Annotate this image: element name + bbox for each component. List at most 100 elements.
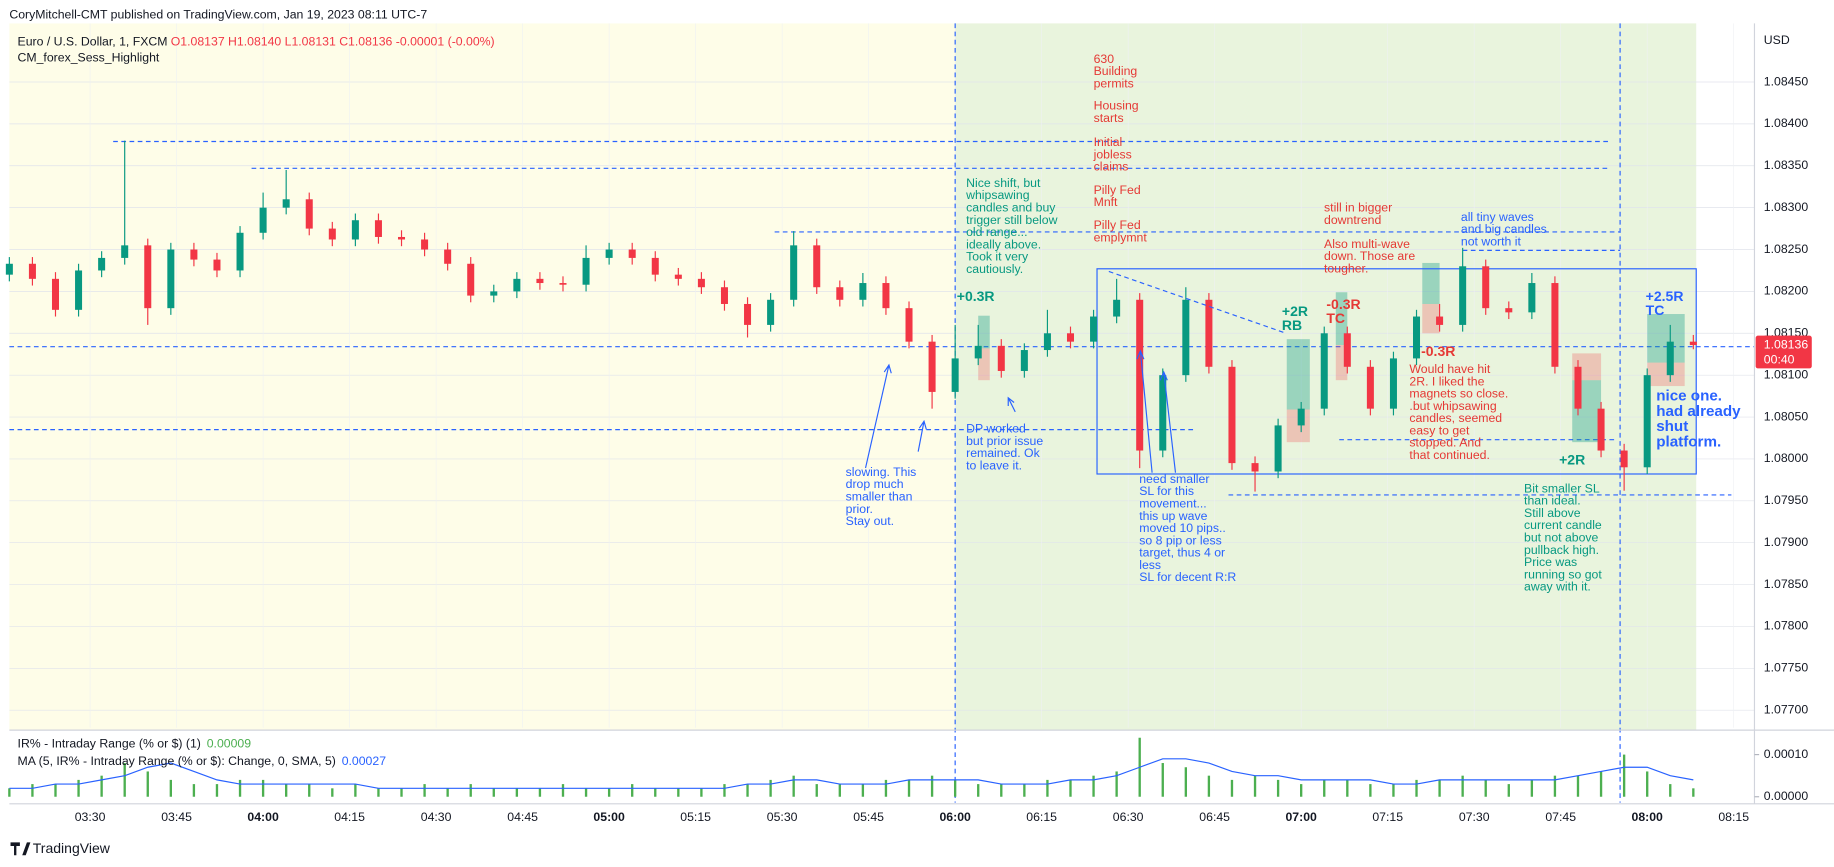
annotation: magnets so close. xyxy=(1409,387,1508,401)
annotation: away with it. xyxy=(1524,580,1591,594)
position-target xyxy=(1286,339,1310,410)
annotation: 2R. I liked the xyxy=(1409,374,1484,388)
ohlc: O1.08137 H1.08140 L1.08131 C1.08136 -0.0… xyxy=(171,34,495,48)
annotation: stopped. And xyxy=(1409,436,1481,450)
annotation: remained. Ok xyxy=(966,446,1040,460)
trend-line xyxy=(1108,270,1287,335)
candle-body xyxy=(1066,333,1075,342)
annotation: tougher. xyxy=(1324,261,1368,275)
annotation: but prior issue xyxy=(966,434,1043,448)
annotation: +0.3R xyxy=(957,288,995,304)
annotation: +2R xyxy=(1559,452,1585,468)
candle-body xyxy=(859,283,867,300)
annotation: TC xyxy=(1326,310,1345,326)
annotation: so 8 pip or less xyxy=(1139,533,1221,547)
candle-body xyxy=(305,199,313,229)
y-tick-label: 1.08400 xyxy=(1764,116,1809,130)
annotation: nice one. xyxy=(1656,388,1722,405)
candle-body xyxy=(351,220,359,240)
annotation: Took it very xyxy=(966,250,1029,264)
candle-body xyxy=(951,358,959,392)
candle-body xyxy=(1666,341,1674,376)
annotation: .but whipsawing xyxy=(1409,399,1496,413)
annotation: -0.3R xyxy=(1421,343,1455,359)
annotation: that continued. xyxy=(1409,448,1489,462)
candle-body xyxy=(490,291,498,296)
candle-body xyxy=(51,278,60,310)
annotation: pullback high. xyxy=(1524,543,1599,557)
annotation: this up wave xyxy=(1139,509,1207,523)
annotation: 630 xyxy=(1094,52,1115,66)
annotation: Also multi-wave xyxy=(1324,237,1410,251)
annotation: trigger still below xyxy=(966,213,1057,227)
candle-body xyxy=(1482,266,1490,309)
candle-body xyxy=(720,287,728,304)
candle-body xyxy=(905,308,913,342)
x-tick-label: 04:45 xyxy=(507,810,538,824)
candle-body xyxy=(236,232,244,271)
y-tick-label: 1.08300 xyxy=(1764,200,1809,214)
position-stop xyxy=(1422,303,1440,334)
y-tick-label: 1.08050 xyxy=(1764,409,1809,423)
annotation: candles and buy xyxy=(966,201,1056,215)
ma-line xyxy=(9,758,1694,789)
position-stop xyxy=(1647,362,1685,387)
candle-body xyxy=(997,345,1005,371)
annotation: moved 10 pips.. xyxy=(1139,521,1226,535)
annotation: platform. xyxy=(1656,433,1721,450)
annotation: shut xyxy=(1656,418,1688,435)
candle-body xyxy=(1182,299,1190,376)
candle-body xyxy=(1113,299,1121,317)
range-box xyxy=(1096,268,1697,475)
candle-body xyxy=(374,220,382,237)
y-tick-label: 1.07700 xyxy=(1764,702,1809,716)
candle-body xyxy=(1205,299,1213,367)
x-tick-label: 05:45 xyxy=(853,810,884,824)
x-tick-label: 07:00 xyxy=(1285,810,1317,824)
x-tick-label: 07:15 xyxy=(1372,810,1403,824)
candle-body xyxy=(513,278,521,292)
candle-body xyxy=(1413,316,1421,359)
annotation: but not above xyxy=(1524,530,1599,544)
annotation: still in bigger xyxy=(1324,201,1392,215)
logo xyxy=(10,842,31,856)
candle-body xyxy=(1689,341,1697,346)
overlay-layer: 1.07700 1.07750 1.07800 1.07850 1.07900 1.079… xyxy=(18,52,1812,824)
annotation: RB xyxy=(1282,317,1302,333)
annotation: -0.3R xyxy=(1326,296,1360,312)
candle-body xyxy=(144,245,152,309)
candle-body xyxy=(836,287,844,300)
x-tick-label: 04:30 xyxy=(421,810,452,824)
position-target xyxy=(1335,292,1348,346)
candle-body xyxy=(1343,333,1351,367)
x-tick-label: 06:00 xyxy=(939,810,971,824)
publisher: CoryMitchell-CMT published on TradingVie… xyxy=(9,7,427,21)
x-tick-label: 06:45 xyxy=(1199,810,1230,824)
candle-body xyxy=(1459,266,1467,325)
arrows xyxy=(864,349,1177,473)
currency: USD xyxy=(1764,33,1790,47)
x-tick-label: 04:15 xyxy=(334,810,365,824)
annotation: cautiously. xyxy=(966,262,1023,276)
x-tick-label: 06:15 xyxy=(1026,810,1057,824)
candle-body xyxy=(328,228,336,240)
annotation: smaller than xyxy=(846,490,913,504)
candle-body xyxy=(605,249,613,258)
annotation: had already xyxy=(1656,403,1741,420)
x-tick-label: 06:30 xyxy=(1113,810,1144,824)
price-tag xyxy=(1755,335,1812,369)
x-tick-label: 03:45 xyxy=(161,810,192,824)
candle-body xyxy=(1597,408,1605,451)
annotation: ideally above. xyxy=(966,237,1041,251)
candle-body xyxy=(1436,316,1444,325)
annotation: Nice shift, but xyxy=(966,176,1041,190)
study-name: CM_forex_Sess_Highlight xyxy=(18,51,160,65)
candle-body xyxy=(1505,308,1513,313)
candle-body xyxy=(213,259,221,271)
annotation: claims xyxy=(1094,160,1129,174)
annotation: Still above xyxy=(1524,506,1581,520)
candle-body xyxy=(1136,299,1144,451)
y-tick-label: 1.08000 xyxy=(1764,451,1809,465)
candle-body xyxy=(628,249,636,258)
annotation: SL for this xyxy=(1139,484,1194,498)
